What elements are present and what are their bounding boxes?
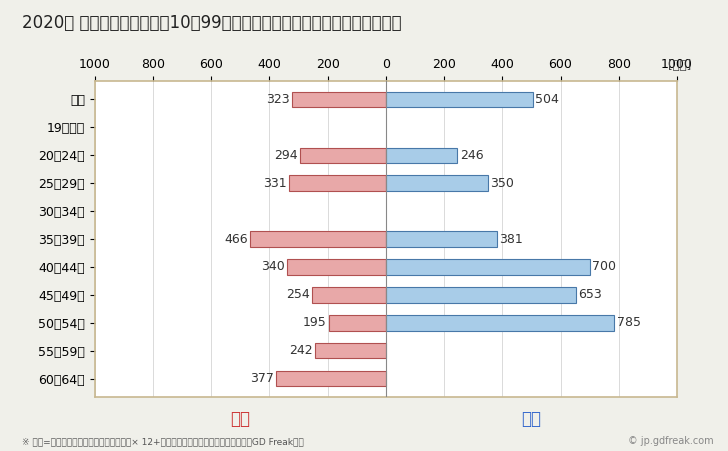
Text: 466: 466 bbox=[224, 233, 248, 245]
Text: 女性: 女性 bbox=[230, 410, 250, 428]
Text: 2020年 民間企業（従業者数10〜99人）フルタイム労働者の男女別平均年収: 2020年 民間企業（従業者数10〜99人）フルタイム労働者の男女別平均年収 bbox=[22, 14, 401, 32]
Bar bbox=[276, 371, 386, 387]
Text: 242: 242 bbox=[290, 344, 313, 357]
Bar bbox=[386, 259, 590, 275]
Bar bbox=[386, 287, 576, 303]
Bar bbox=[300, 147, 386, 163]
Text: 377: 377 bbox=[250, 372, 274, 385]
Bar bbox=[386, 315, 614, 331]
Bar bbox=[290, 175, 386, 191]
Text: 700: 700 bbox=[592, 261, 616, 273]
Bar bbox=[287, 259, 386, 275]
Text: 294: 294 bbox=[274, 149, 298, 162]
Bar bbox=[386, 231, 496, 247]
Text: 785: 785 bbox=[617, 316, 641, 329]
Bar bbox=[329, 315, 386, 331]
Text: 246: 246 bbox=[460, 149, 483, 162]
Bar bbox=[312, 287, 386, 303]
Text: 340: 340 bbox=[261, 261, 285, 273]
Bar bbox=[386, 147, 457, 163]
Text: 653: 653 bbox=[578, 288, 602, 301]
Text: © jp.gdfreak.com: © jp.gdfreak.com bbox=[628, 437, 713, 446]
Text: ※ 年収=「きまって支給する現金給与額」× 12+「年間賞与その他特別給与額」としてGD Freak推計: ※ 年収=「きまって支給する現金給与額」× 12+「年間賞与その他特別給与額」と… bbox=[22, 437, 304, 446]
Bar bbox=[292, 92, 386, 107]
Text: 350: 350 bbox=[490, 177, 514, 190]
Text: 504: 504 bbox=[535, 93, 559, 106]
Text: 323: 323 bbox=[266, 93, 290, 106]
Text: 195: 195 bbox=[303, 316, 327, 329]
Text: 254: 254 bbox=[286, 288, 309, 301]
Text: [万円]: [万円] bbox=[668, 59, 692, 72]
Text: 男性: 男性 bbox=[521, 410, 542, 428]
Bar bbox=[386, 92, 533, 107]
Bar bbox=[386, 175, 488, 191]
Text: 331: 331 bbox=[264, 177, 287, 190]
Bar bbox=[250, 231, 386, 247]
Text: 381: 381 bbox=[499, 233, 523, 245]
Bar bbox=[315, 343, 386, 359]
